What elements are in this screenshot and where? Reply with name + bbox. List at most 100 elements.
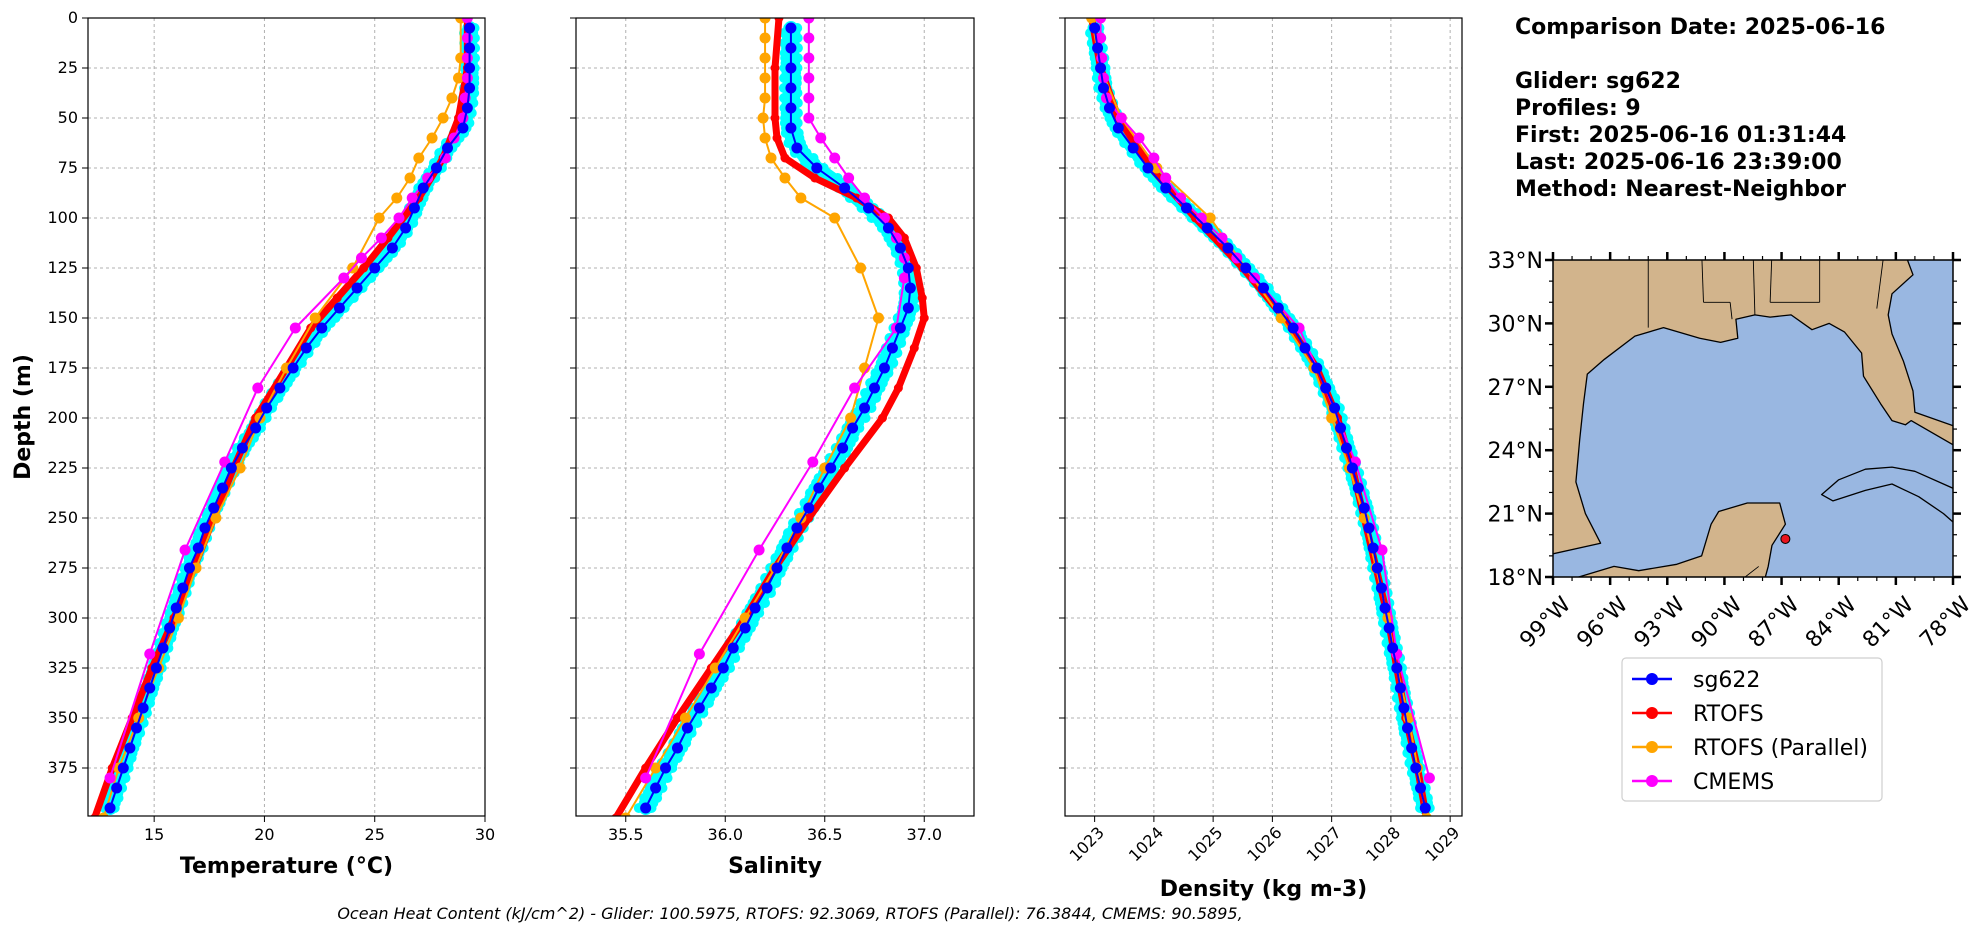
y-axis-label: Depth (m) bbox=[11, 354, 36, 480]
data-point bbox=[117, 762, 129, 774]
data-point bbox=[759, 32, 771, 44]
map-lon-label: 93°W bbox=[1630, 592, 1691, 653]
data-point bbox=[709, 662, 721, 674]
data-point bbox=[780, 153, 790, 163]
data-point bbox=[309, 312, 321, 324]
legend-label: RTOFS bbox=[1693, 702, 1764, 727]
data-point bbox=[1358, 502, 1370, 514]
data-point bbox=[137, 702, 149, 714]
data-point bbox=[208, 502, 220, 514]
map-lat-label: 27°N bbox=[1488, 376, 1543, 401]
legend-label: sg622 bbox=[1693, 668, 1760, 693]
data-point bbox=[457, 122, 469, 134]
data-point bbox=[785, 62, 797, 74]
data-point bbox=[210, 512, 222, 524]
data-point bbox=[338, 272, 350, 284]
data-point bbox=[375, 232, 387, 244]
data-point bbox=[650, 762, 662, 774]
data-point bbox=[1103, 102, 1115, 114]
y-tick-label: 150 bbox=[47, 308, 78, 327]
profile-panel-1: 15 20 25 30 Temperature (°C) 0 25 50 75 100 125 150… bbox=[11, 8, 495, 879]
map-lon-label: 96°W bbox=[1573, 592, 1634, 653]
data-point bbox=[807, 456, 819, 468]
map-lat-label: 30°N bbox=[1488, 312, 1543, 337]
y-tick-label: 50 bbox=[58, 108, 78, 127]
data-point bbox=[1352, 482, 1364, 494]
series-line-sg622 bbox=[644, 28, 912, 809]
legend-box bbox=[1621, 657, 1883, 802]
data-point bbox=[1394, 682, 1406, 694]
data-point bbox=[1160, 172, 1172, 184]
data-point bbox=[872, 312, 884, 324]
y-tick-label: 200 bbox=[47, 408, 78, 427]
data-point bbox=[437, 112, 449, 124]
data-point bbox=[400, 222, 412, 234]
data-point bbox=[759, 18, 771, 24]
data-point bbox=[878, 362, 890, 374]
data-point bbox=[878, 212, 890, 224]
data-point bbox=[157, 642, 169, 654]
data-point bbox=[261, 402, 273, 414]
data-point bbox=[164, 622, 176, 634]
data-point bbox=[1367, 542, 1379, 554]
data-point bbox=[785, 42, 797, 54]
last-time: Last: 2025-06-16 23:39:00 bbox=[1515, 150, 1842, 175]
profile-panel-3: 1023 1024 1025 1026 1027 1028 1029 Density (kg … bbox=[1059, 17, 1463, 902]
y-tick-label: 350 bbox=[47, 708, 78, 727]
plot-area bbox=[90, 18, 481, 816]
data-point bbox=[803, 72, 815, 84]
comparison-date: Comparison Date: 2025-06-16 bbox=[1515, 15, 1886, 40]
x-tick-label: 30 bbox=[475, 825, 495, 844]
data-point bbox=[90, 813, 99, 816]
legend-label: CMEMS bbox=[1693, 770, 1774, 795]
data-point bbox=[1272, 302, 1284, 314]
data-point bbox=[693, 702, 705, 714]
data-point bbox=[1329, 402, 1341, 414]
data-point bbox=[426, 132, 438, 144]
data-point bbox=[1311, 362, 1323, 374]
data-point bbox=[217, 482, 229, 494]
data-point bbox=[453, 72, 465, 84]
y-tick-label: 175 bbox=[47, 358, 78, 377]
data-point bbox=[681, 722, 693, 734]
data-point bbox=[1379, 602, 1391, 614]
data-point bbox=[131, 722, 143, 734]
data-point bbox=[1383, 622, 1395, 634]
data-point bbox=[111, 782, 123, 794]
data-point bbox=[1127, 142, 1139, 154]
data-point bbox=[179, 544, 191, 556]
data-point bbox=[759, 132, 771, 144]
data-point bbox=[1320, 382, 1332, 394]
x-axis-label: Temperature (°C) bbox=[180, 854, 393, 879]
map-lat-label: 33°N bbox=[1488, 249, 1543, 274]
data-point bbox=[804, 513, 814, 523]
data-point bbox=[170, 602, 182, 614]
data-point bbox=[917, 293, 927, 303]
legend-swatch-marker bbox=[1646, 775, 1658, 787]
data-point bbox=[869, 382, 880, 394]
data-point bbox=[413, 152, 425, 164]
data-point bbox=[1089, 22, 1101, 34]
y-tick-label: 100 bbox=[47, 208, 78, 227]
data-point bbox=[855, 262, 867, 274]
data-point bbox=[1299, 342, 1311, 354]
data-point bbox=[803, 92, 815, 104]
state-border bbox=[1729, 302, 1733, 320]
data-point bbox=[781, 542, 793, 554]
data-point bbox=[464, 22, 476, 34]
data-point bbox=[287, 362, 299, 374]
data-point bbox=[1423, 772, 1435, 784]
data-point bbox=[391, 192, 403, 204]
data-point bbox=[759, 92, 771, 104]
data-point bbox=[1421, 812, 1432, 816]
data-point bbox=[234, 462, 246, 474]
data-point bbox=[300, 342, 312, 354]
data-point bbox=[641, 763, 651, 773]
data-point bbox=[810, 173, 820, 183]
data-point bbox=[1222, 242, 1234, 254]
data-point bbox=[225, 462, 237, 474]
data-point bbox=[1115, 112, 1127, 124]
data-point bbox=[671, 742, 683, 754]
map-frame bbox=[1552, 259, 1954, 578]
data-point bbox=[1095, 62, 1107, 74]
